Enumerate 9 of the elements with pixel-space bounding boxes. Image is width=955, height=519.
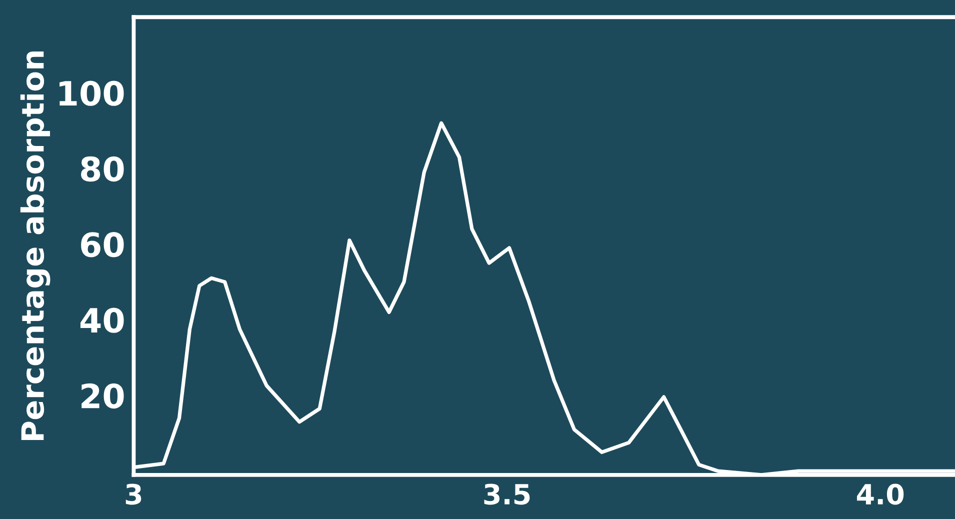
x-tick-label: 4.0 bbox=[856, 484, 904, 505]
y-axis-title: Percentage absorption bbox=[20, 52, 50, 440]
y-tick-label: 100 bbox=[60, 80, 124, 106]
y-tick-label: 60 bbox=[81, 232, 124, 258]
y-tick-label: 20 bbox=[82, 383, 124, 409]
y-tick-label: 40 bbox=[80, 308, 124, 333]
x-tick-label: 3.5 bbox=[484, 484, 530, 505]
x-tick-label: 3 bbox=[126, 484, 142, 505]
y-tick-label: 80 bbox=[81, 156, 124, 182]
